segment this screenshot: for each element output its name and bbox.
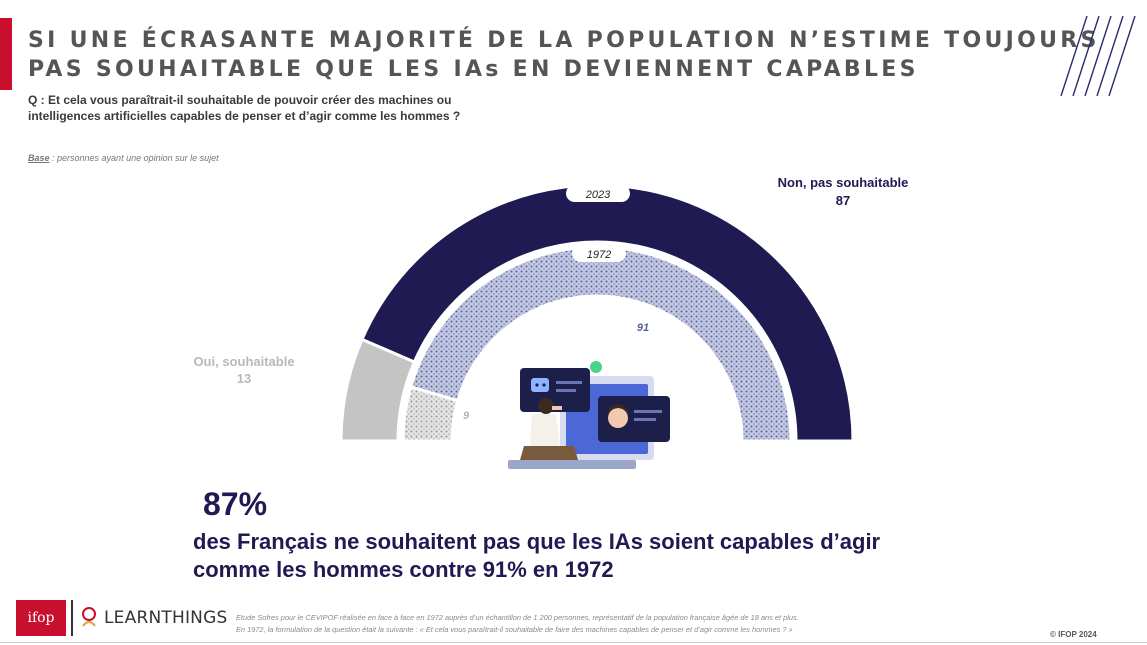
legend-oui-label: Oui, souhaitable — [193, 354, 294, 369]
footer-divider — [0, 642, 1147, 643]
base-note: Base : personnes ayant une opinion sur l… — [28, 153, 219, 163]
accent-bar — [0, 18, 12, 90]
ai-illustration — [508, 361, 670, 469]
year-pill-2023: 2023 — [566, 185, 630, 202]
highlight-text: des Français ne souhaitent pas que les I… — [193, 528, 880, 584]
diagonal-lines-decoration — [1060, 15, 1136, 97]
highlight-line-1: des Français ne souhaitent pas que les I… — [193, 529, 881, 554]
question-line-2: intelligences artificielles capables de … — [28, 109, 461, 123]
series-label-1972: 1972 — [587, 249, 611, 261]
learnthings-icon — [82, 607, 96, 627]
legend-oui-value: 13 — [237, 371, 251, 386]
base-text: : personnes ayant une opinion sur le suj… — [49, 153, 219, 163]
study-note: Etude Sofres pour le CEVIPOF réalisée en… — [236, 612, 799, 636]
question-line-1: Q : Et cela vous paraîtrait-il souhaitab… — [28, 93, 452, 107]
logo-separator — [71, 600, 73, 636]
legend-non-value: 87 — [836, 193, 850, 208]
base-label: Base — [28, 153, 50, 163]
segment-1972-non — [408, 245, 793, 443]
legend-non-label: Non, pas souhaitable — [778, 175, 909, 190]
copyright: © IFOP 2024 — [1050, 630, 1097, 639]
survey-question: Q : Et cela vous paraîtrait-il souhaitab… — [28, 92, 460, 124]
highlight-percentage: 87% — [203, 486, 268, 522]
series-label-2023: 2023 — [585, 189, 611, 201]
study-note-line-1: Etude Sofres pour le CEVIPOF réalisée en… — [236, 613, 799, 622]
learnthings-logo: LEARNTHINGS — [104, 608, 228, 628]
title-line-1: SI UNE ÉCRASANTE MAJORITÉ DE LA POPULATI… — [28, 28, 1100, 53]
study-note-line-2: En 1972, la formulation de la question é… — [236, 625, 793, 634]
year-pill-1972: 1972 — [572, 245, 626, 262]
data-label-non-1972: 91 — [637, 322, 649, 334]
ifop-logo: ifop — [16, 600, 66, 636]
title-line-2: PAS SOUHAITABLE QUE LES IAs EN DEVIENNEN… — [28, 57, 919, 82]
data-label-oui-1972: 9 — [463, 410, 470, 422]
page-title: SI UNE ÉCRASANTE MAJORITÉ DE LA POPULATI… — [28, 26, 1100, 84]
segment-2023-non — [360, 183, 855, 443]
highlight-line-2: comme les hommes contre 91% en 1972 — [193, 557, 614, 582]
